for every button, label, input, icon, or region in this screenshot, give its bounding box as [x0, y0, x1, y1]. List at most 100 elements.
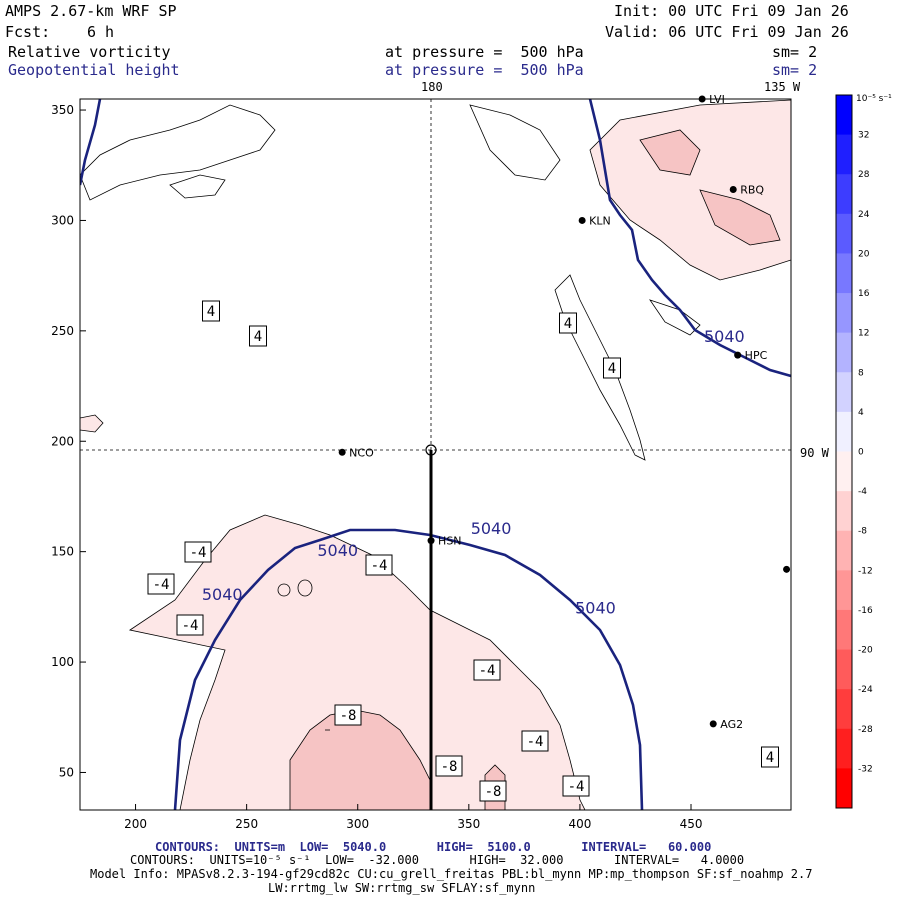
station-label: NCO [349, 446, 374, 459]
y-tick-label: 350 [51, 103, 74, 117]
forecast-hour: 6 h [87, 23, 115, 41]
vorticity-labels: 4 4 4 4 4 -4 -4 -4 -4 -4 -4 -4 -8 -8 -8 [147, 300, 779, 802]
height-contour-label: 5040 [471, 519, 512, 538]
field1-level: at pressure = 500 hPa [385, 43, 584, 61]
station-label: RBQ [740, 184, 764, 197]
forecast-label: Fcst: [5, 23, 51, 41]
station-label: LVI [709, 93, 725, 106]
colorbar-label: -32 [858, 764, 873, 774]
vorticity-fill-ne3 [639, 129, 701, 176]
height-contour-labels: 5040 5040 5040 5040 5040 [202, 327, 745, 618]
footer-model-info: Model Info: MPASv8.2.3-194-gf29cd82c CU:… [90, 867, 813, 881]
top-longitude-135w: 135 W [764, 80, 801, 94]
vorticity-label: 4 [254, 329, 262, 345]
y-axis: 50 100 150 200 250 300 350 [51, 103, 86, 779]
y-tick-label: 50 [59, 765, 74, 779]
vorticity-label: -8 [340, 708, 357, 724]
vorticity-label-box [249, 325, 267, 347]
colorbar-swatch [836, 411, 852, 452]
right-longitude-90w: 90 W [800, 446, 829, 460]
colorbar-label: -12 [858, 566, 873, 576]
colorbar-label: 8 [858, 368, 864, 378]
vorticity-contour-ring2 [297, 579, 313, 597]
colorbar-swatch [836, 372, 852, 413]
x-tick-label: 200 [124, 817, 147, 831]
station-marker [698, 95, 706, 103]
valid-time: Valid: 06 UTC Fri 09 Jan 26 [605, 23, 849, 41]
station-marker [783, 565, 791, 573]
vorticity-label: -4 [527, 734, 544, 750]
colorbar-swatch [836, 332, 852, 373]
field2-name: Geopotential height [8, 61, 180, 79]
y-tick-label: 100 [51, 655, 74, 669]
vorticity-label-box [559, 312, 577, 334]
colorbar-label: 24 [858, 210, 870, 220]
y-tick-label: 250 [51, 324, 74, 338]
height-contour-5040-south [173, 528, 644, 810]
y-tick-label: 300 [51, 213, 74, 227]
station-marker [734, 351, 742, 359]
station-marker [338, 448, 346, 456]
colorbar-label: 20 [858, 249, 870, 259]
vorticity-label-box [184, 541, 212, 563]
colorbar-swatch [836, 609, 852, 651]
colorbar-label: -16 [858, 606, 873, 616]
vorticity-label-box [473, 659, 501, 681]
station-label: HSN [438, 535, 461, 548]
colorbar-label: -4 [858, 487, 867, 497]
colorbar-swatch [836, 768, 852, 809]
vorticity-label: -8 [485, 784, 502, 800]
colorbar-swatch [836, 293, 852, 334]
vorticity-contour-nw2 [169, 174, 226, 199]
station-label: KLN [589, 214, 611, 227]
colorbar-swatch [836, 491, 852, 532]
colorbar-label: 32 [858, 131, 869, 141]
vorticity-label: -4 [190, 545, 207, 561]
height-contour-label: 5040 [704, 327, 745, 346]
station-marker [578, 216, 586, 224]
footer-contours-height: CONTOURS: UNITS=m LOW= 5040.0 HIGH= 5100… [155, 840, 712, 854]
colorbar-label: 0 [858, 448, 864, 458]
height-contour-label: 5040 [575, 598, 616, 617]
colorbar-swatch [836, 570, 852, 611]
colorbar-label: -8 [858, 527, 867, 537]
vorticity-label: -8 [441, 759, 458, 775]
station-label: HPC [745, 349, 768, 362]
model-title: AMPS 2.67-km WRF SP [5, 2, 177, 20]
colorbar: 32 28 24 20 16 12 8 4 0 -4 -8 -12 -16 -20 -24 -28 -32 [835, 94, 873, 809]
footer-model-info-2: LW:rrtmg_lw SW:rrtmg_sw SFLAY:sf_mynn [268, 881, 536, 895]
colorbar-swatch [836, 649, 852, 690]
station-marker [709, 720, 717, 728]
x-tick-label: 350 [457, 817, 480, 831]
vorticity-label-box [521, 730, 549, 752]
stations: NCO HSN KLN RBQ HPC AG2 LVI [338, 93, 791, 731]
colorbar-swatch [836, 728, 852, 769]
x-tick-label: 300 [346, 817, 369, 831]
y-tick-label: 200 [51, 434, 74, 448]
colorbar-label: -28 [858, 725, 873, 735]
colorbar-label: -24 [858, 685, 873, 695]
vorticity-label-box [603, 357, 621, 379]
vorticity-label-box [761, 746, 779, 768]
colorbar-swatch [836, 451, 852, 492]
station-marker [729, 186, 737, 194]
vorticity-label: -4 [479, 663, 496, 679]
vorticity-label-box [562, 775, 590, 797]
vorticity-fill-ne2 [699, 189, 781, 246]
colorbar-frame [835, 94, 853, 809]
x-tick-label: 450 [680, 817, 703, 831]
vorticity-label-box [202, 300, 220, 322]
station-marker [427, 537, 435, 545]
vorticity-label: 4 [766, 750, 774, 766]
height-contour-5040-north [80, 99, 102, 186]
plot-frame [79, 98, 792, 811]
colorbar-swatch [836, 530, 852, 571]
vorticity-label: -4 [153, 577, 170, 593]
vorticity-label-box [176, 614, 204, 636]
vorticity-fill-left [80, 414, 104, 433]
colorbar-label: -20 [858, 646, 873, 656]
field1-name: Relative vorticity [8, 43, 171, 61]
colorbar-swatch [836, 253, 852, 294]
colorbar-swatch [836, 174, 852, 215]
